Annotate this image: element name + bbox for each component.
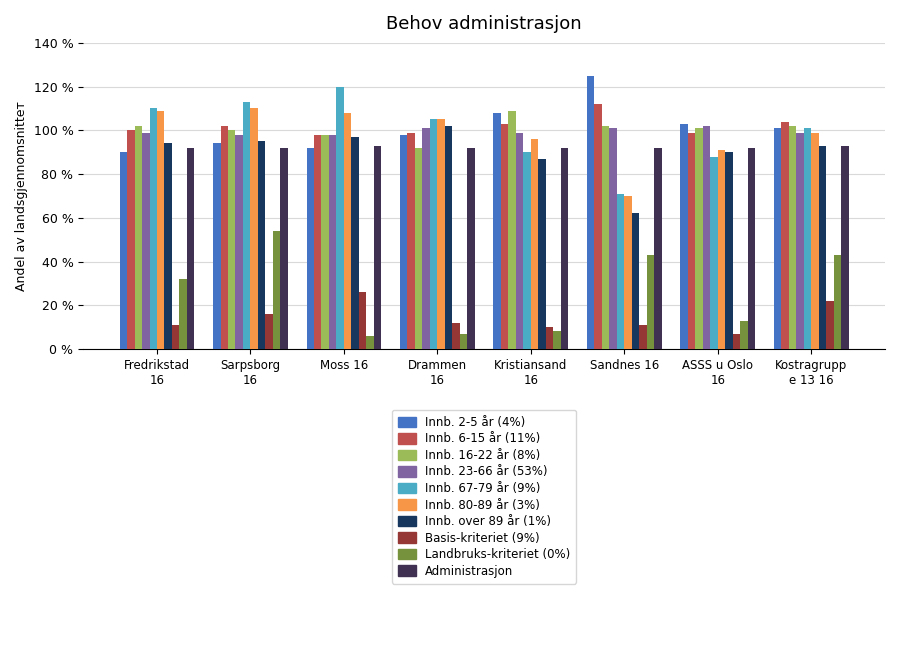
Title: Behov administrasjon: Behov administrasjon [386,15,582,33]
Bar [460,333,467,349]
Bar [516,132,523,349]
Bar [811,132,819,349]
Bar [781,121,788,349]
Bar [501,124,508,349]
Bar [625,196,632,349]
Bar [647,255,654,349]
Bar [554,331,561,349]
Bar [733,333,740,349]
Bar [228,130,236,349]
Bar [639,325,647,349]
Bar [328,135,337,349]
Bar [710,156,717,349]
Bar [748,148,755,349]
Bar [366,336,373,349]
Legend: Innb. 2-5 år (4%), Innb. 6-15 år (11%), Innb. 16-22 år (8%), Innb. 23-66 år (53%: Innb. 2-5 år (4%), Innb. 6-15 år (11%), … [392,410,576,583]
Bar [826,301,833,349]
Bar [187,148,194,349]
Y-axis label: Andel av landsgjennomsnittет: Andel av landsgjennomsnittет [15,101,28,291]
Bar [149,109,157,349]
Bar [422,128,430,349]
Bar [703,126,710,349]
Bar [400,135,408,349]
Bar [273,231,280,349]
Bar [680,124,688,349]
Bar [545,327,554,349]
Bar [467,148,474,349]
Bar [725,152,733,349]
Bar [344,113,351,349]
Bar [842,145,849,349]
Bar [213,143,220,349]
Bar [740,320,748,349]
Bar [142,132,149,349]
Bar [696,128,703,349]
Bar [788,126,796,349]
Bar [280,148,288,349]
Bar [374,145,382,349]
Bar [236,135,243,349]
Bar [508,110,516,349]
Bar [179,279,187,349]
Bar [437,120,445,349]
Bar [408,132,415,349]
Bar [538,159,545,349]
Bar [688,132,696,349]
Bar [602,126,609,349]
Bar [717,150,725,349]
Bar [561,148,568,349]
Bar [120,152,127,349]
Bar [415,148,422,349]
Bar [337,87,344,349]
Bar [359,292,366,349]
Bar [165,143,172,349]
Bar [314,135,321,349]
Bar [430,120,437,349]
Bar [157,110,165,349]
Bar [127,130,135,349]
Bar [654,148,662,349]
Bar [632,213,639,349]
Bar [587,76,594,349]
Bar [250,109,258,349]
Bar [609,128,617,349]
Bar [307,148,314,349]
Bar [833,255,842,349]
Bar [266,314,273,349]
Bar [616,194,625,349]
Bar [531,139,538,349]
Bar [804,128,811,349]
Bar [523,152,531,349]
Bar [243,102,250,349]
Bar [220,126,228,349]
Bar [493,113,501,349]
Bar [594,104,602,349]
Bar [351,137,359,349]
Bar [819,145,826,349]
Bar [453,323,460,349]
Bar [445,126,453,349]
Bar [796,132,804,349]
Bar [258,141,265,349]
Bar [172,325,179,349]
Bar [774,128,781,349]
Bar [321,135,328,349]
Bar [135,126,142,349]
